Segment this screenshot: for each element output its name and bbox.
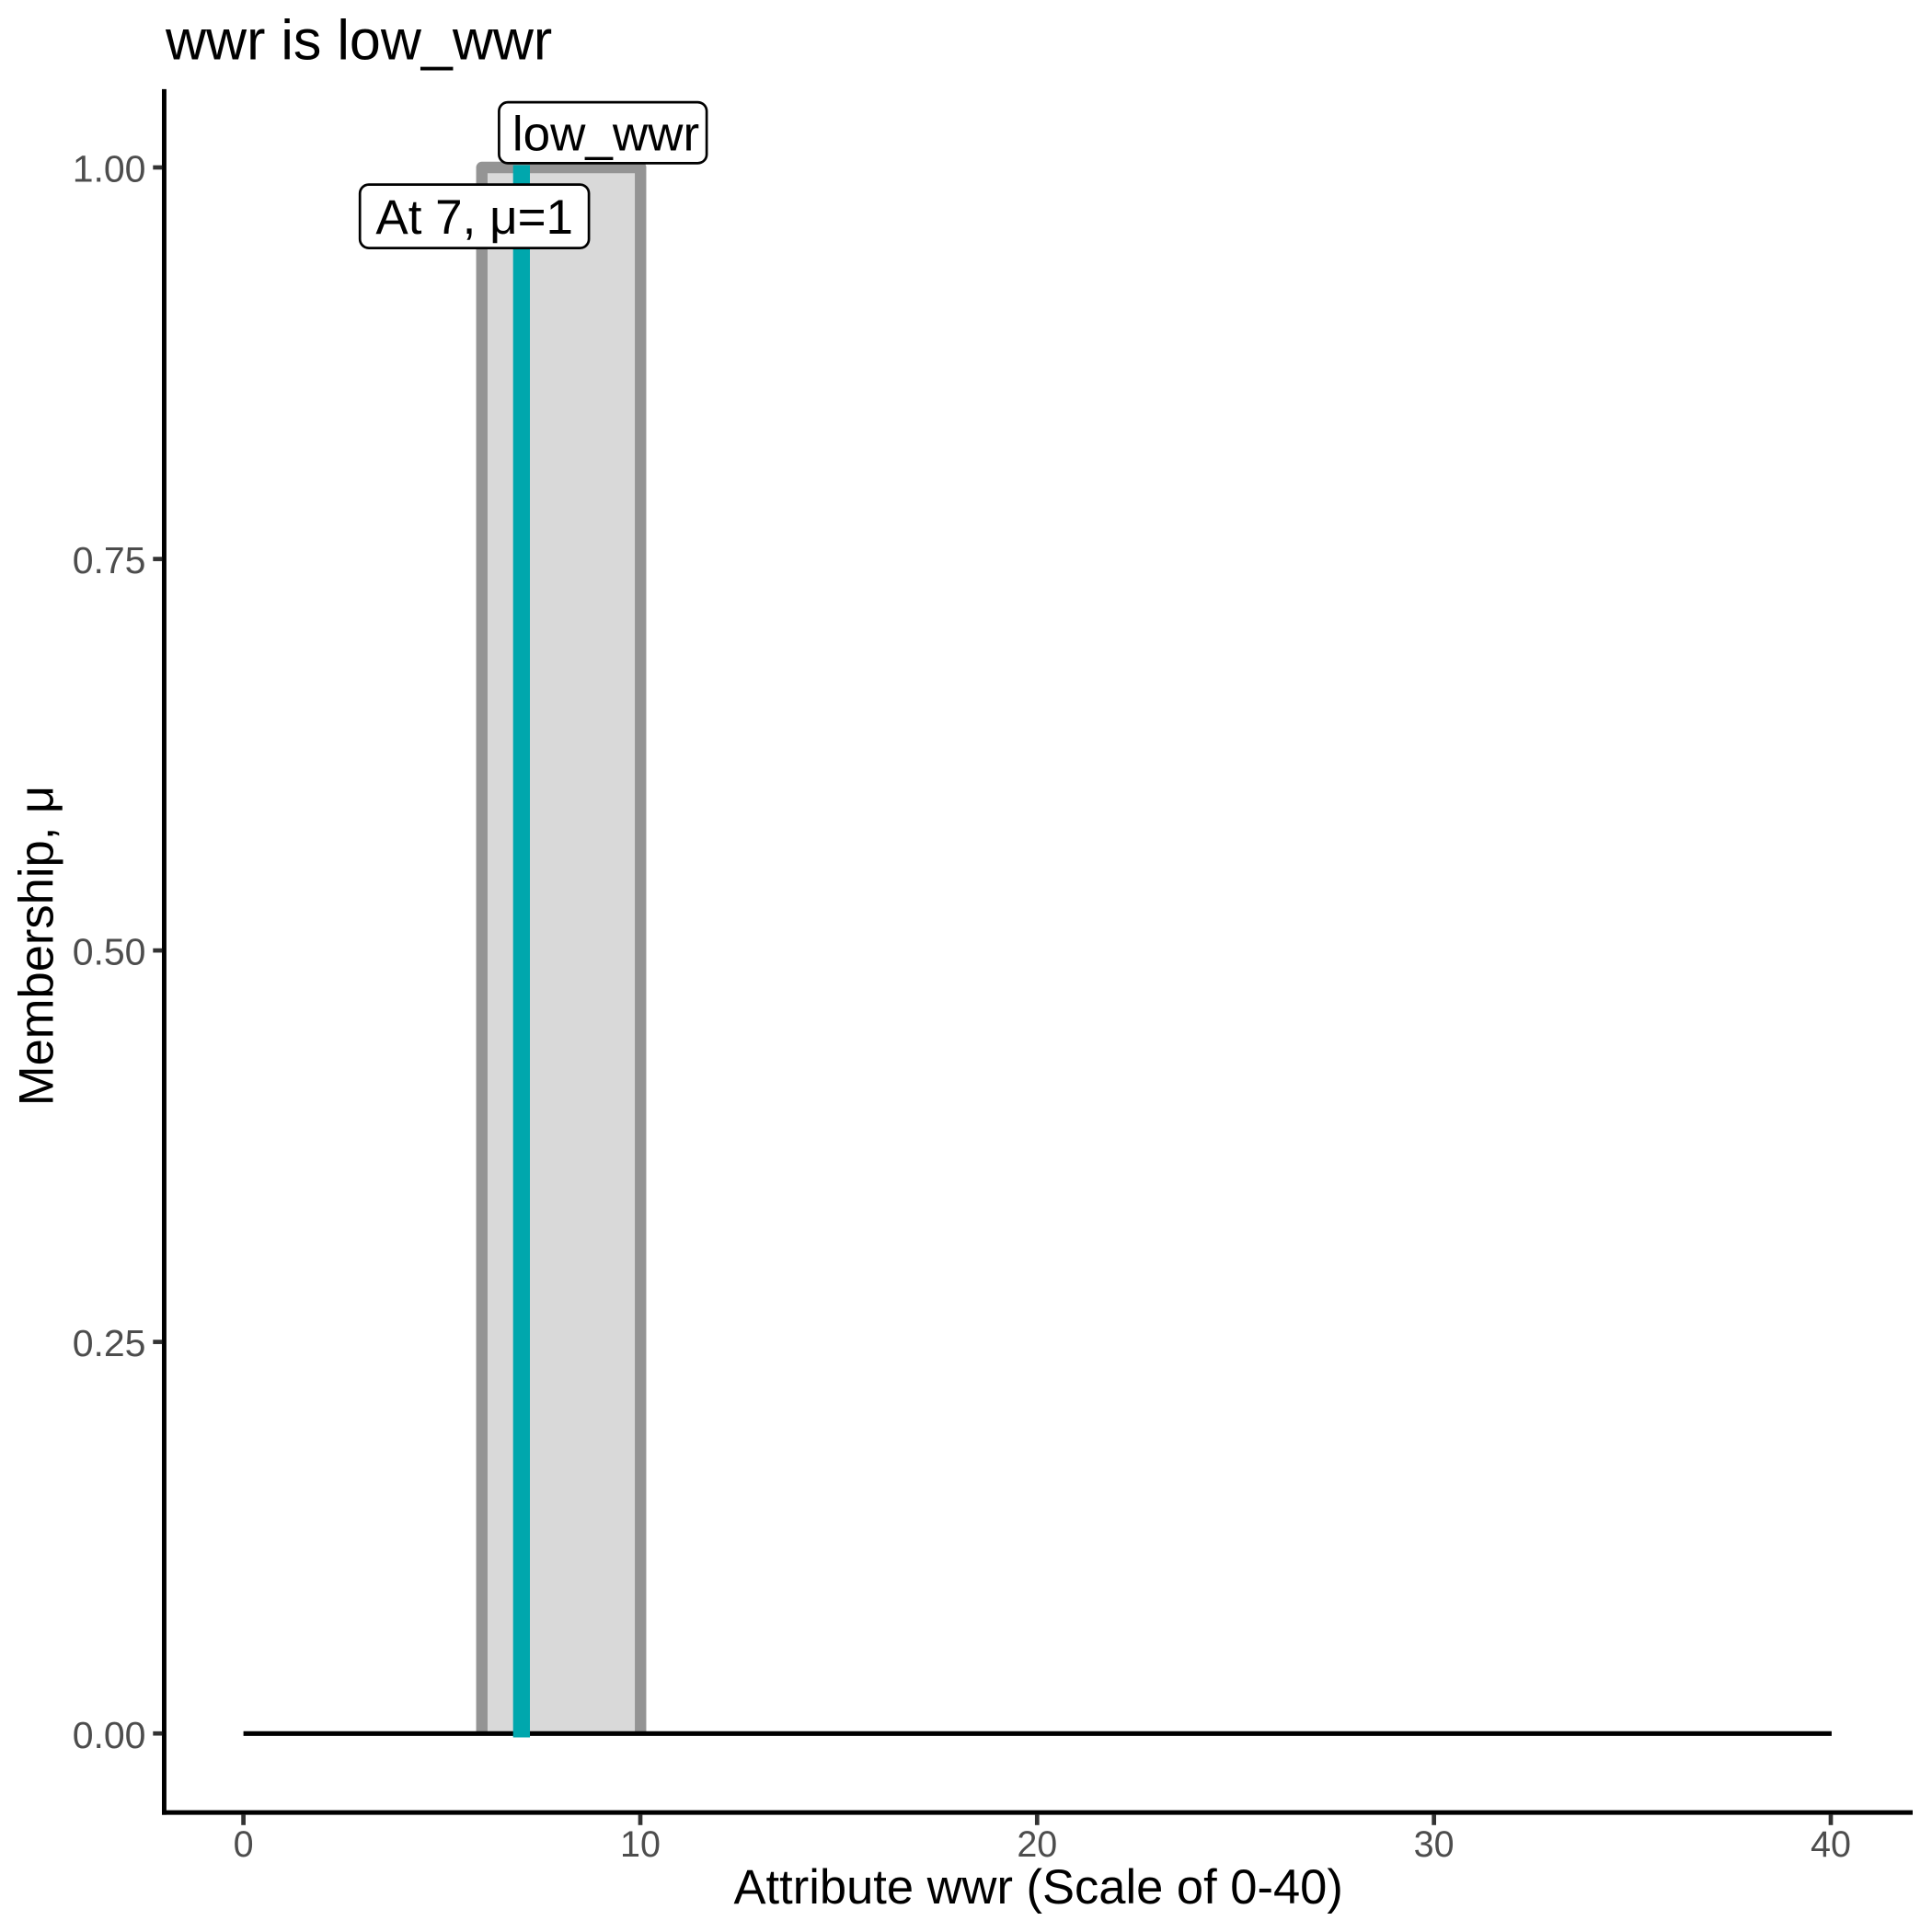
svg-text:low_wwr: low_wwr xyxy=(512,107,699,161)
svg-text:40: 40 xyxy=(1811,1824,1851,1865)
svg-text:0.75: 0.75 xyxy=(73,539,146,581)
svg-text:Membership, μ: Membership, μ xyxy=(10,786,64,1106)
svg-text:Attribute wwr (Scale of 0-40): Attribute wwr (Scale of 0-40) xyxy=(734,1860,1343,1915)
svg-text:At 7, μ=1: At 7, μ=1 xyxy=(375,190,573,245)
svg-text:0.50: 0.50 xyxy=(73,931,146,973)
svg-text:20: 20 xyxy=(1017,1824,1057,1865)
svg-text:30: 30 xyxy=(1414,1824,1455,1865)
svg-text:0: 0 xyxy=(234,1824,254,1865)
svg-text:0.00: 0.00 xyxy=(73,1714,146,1756)
svg-text:1.00: 1.00 xyxy=(73,148,146,190)
svg-text:wwr is low_wwr: wwr is low_wwr xyxy=(165,9,552,72)
svg-text:10: 10 xyxy=(620,1824,661,1865)
svg-text:0.25: 0.25 xyxy=(73,1322,146,1364)
